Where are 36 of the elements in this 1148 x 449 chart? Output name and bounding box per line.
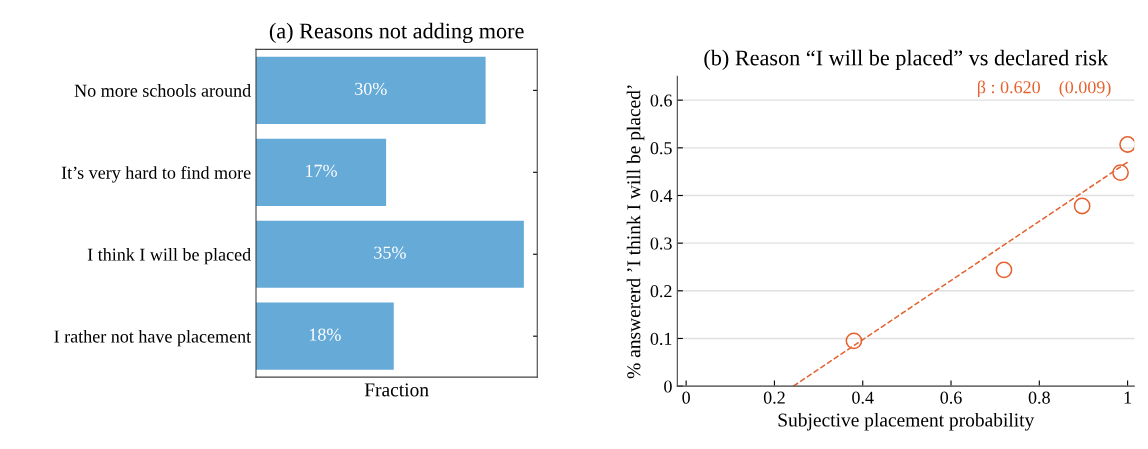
y-tick-label: 0.3 bbox=[650, 237, 672, 250]
bar bbox=[256, 138, 387, 206]
data-label: 30% bbox=[355, 82, 387, 95]
x-tick-label: 0.2 bbox=[763, 391, 785, 404]
y-tick-label: I rather not have placement bbox=[54, 329, 252, 347]
x-axis-title: Subjective placement probability bbox=[778, 412, 1035, 431]
bar bbox=[256, 302, 394, 370]
y-tick-label: 0.2 bbox=[650, 285, 672, 298]
y-tick-label: It’s very hard to find more bbox=[61, 165, 251, 183]
data-label: 17% bbox=[306, 164, 337, 177]
bar bbox=[256, 56, 486, 124]
y-tick-label: No more schools around bbox=[74, 84, 251, 97]
point bbox=[1073, 197, 1091, 215]
x-axis-title: Fraction bbox=[364, 383, 429, 397]
bar bbox=[256, 220, 524, 288]
data-label: 35% bbox=[374, 246, 406, 259]
x-tick-label: 0.4 bbox=[852, 391, 874, 404]
y-tick-label: 0.6 bbox=[650, 94, 672, 107]
y-tick-label: I think I will be placed bbox=[87, 247, 251, 265]
x-tick-label: 0.6 bbox=[940, 391, 962, 404]
y-axis-title: % answererd ’I think I will be placed’ bbox=[626, 85, 645, 379]
y-tick-label: 0 bbox=[664, 380, 672, 393]
point bbox=[845, 332, 863, 350]
chart-title: (a) Reasons not adding more bbox=[269, 22, 524, 44]
y-tick-label: 0.1 bbox=[650, 332, 672, 345]
chart-title: (b) Reason “I will be placed” vs declared risk bbox=[704, 49, 1109, 70]
point bbox=[1112, 164, 1129, 182]
y-tick-label: 0.4 bbox=[650, 189, 673, 203]
x-tick-label: 0 bbox=[682, 391, 690, 404]
y-tick-label: 0.5 bbox=[650, 142, 672, 155]
annotation: β : 0.620 (0.009) bbox=[977, 80, 1111, 97]
point bbox=[995, 261, 1013, 279]
point bbox=[1119, 136, 1135, 153]
x-tick-label: 1 bbox=[1124, 391, 1132, 404]
data-label: 18% bbox=[309, 328, 341, 341]
x-tick-label: 0.8 bbox=[1028, 391, 1050, 404]
